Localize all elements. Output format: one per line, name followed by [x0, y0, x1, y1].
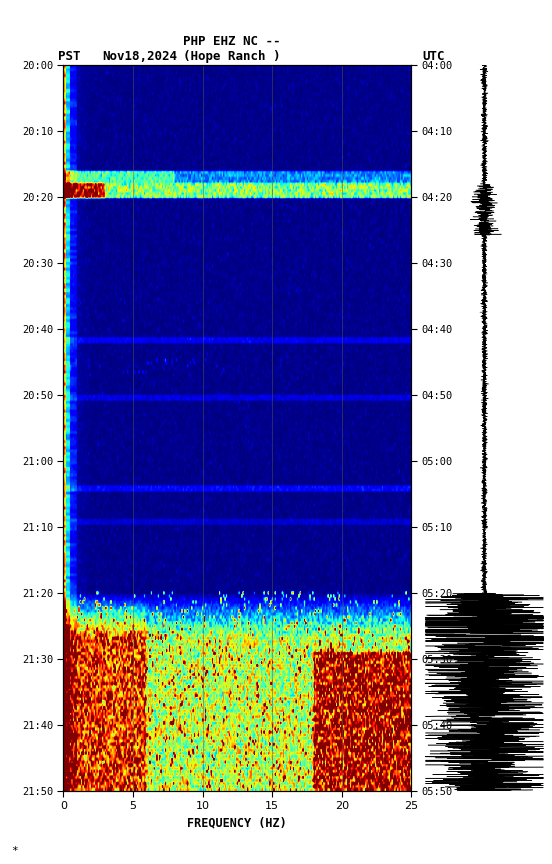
Text: (Hope Ranch ): (Hope Ranch ) — [183, 50, 280, 63]
X-axis label: FREQUENCY (HZ): FREQUENCY (HZ) — [188, 816, 287, 829]
Text: Nov18,2024: Nov18,2024 — [102, 50, 177, 63]
Text: *: * — [11, 846, 18, 855]
Text: PHP EHZ NC --: PHP EHZ NC -- — [183, 35, 280, 48]
Text: PST: PST — [58, 50, 81, 63]
Text: UTC: UTC — [422, 50, 445, 63]
